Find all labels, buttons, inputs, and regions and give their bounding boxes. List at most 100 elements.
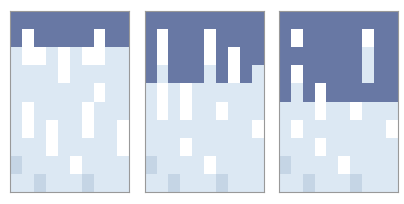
- Bar: [291, 120, 303, 138]
- Bar: [350, 66, 362, 84]
- Bar: [252, 120, 264, 138]
- Bar: [157, 84, 168, 102]
- Bar: [374, 48, 386, 66]
- Bar: [168, 30, 181, 48]
- Bar: [386, 12, 398, 30]
- Bar: [46, 12, 58, 30]
- Bar: [10, 30, 22, 48]
- Bar: [58, 48, 69, 66]
- Bar: [157, 48, 168, 66]
- Bar: [252, 48, 264, 66]
- Bar: [22, 48, 34, 66]
- Bar: [228, 66, 240, 84]
- Bar: [34, 48, 46, 66]
- Bar: [228, 12, 240, 30]
- Bar: [192, 30, 204, 48]
- Bar: [22, 30, 34, 48]
- Bar: [279, 30, 291, 48]
- Bar: [118, 12, 129, 30]
- Bar: [94, 84, 105, 102]
- Bar: [303, 84, 315, 102]
- Bar: [34, 174, 46, 192]
- Bar: [326, 12, 338, 30]
- Bar: [46, 138, 58, 156]
- Bar: [118, 30, 129, 48]
- Bar: [279, 48, 291, 66]
- Bar: [34, 12, 46, 30]
- Bar: [315, 138, 326, 156]
- Bar: [204, 48, 216, 66]
- Bar: [82, 174, 93, 192]
- Bar: [240, 30, 252, 48]
- Bar: [228, 30, 240, 48]
- Bar: [216, 12, 228, 30]
- Bar: [350, 174, 362, 192]
- Bar: [22, 120, 34, 138]
- Bar: [105, 12, 118, 30]
- Bar: [118, 138, 129, 156]
- Bar: [216, 30, 228, 48]
- Bar: [82, 120, 93, 138]
- Bar: [34, 30, 46, 48]
- Bar: [326, 66, 338, 84]
- Bar: [291, 12, 303, 30]
- Bar: [168, 48, 181, 66]
- Bar: [168, 66, 181, 84]
- Bar: [315, 12, 326, 30]
- Bar: [157, 12, 168, 30]
- Bar: [386, 48, 398, 66]
- Bar: [105, 30, 118, 48]
- Bar: [82, 12, 93, 30]
- Bar: [168, 12, 181, 30]
- Bar: [386, 120, 398, 138]
- Bar: [240, 66, 252, 84]
- Bar: [338, 66, 350, 84]
- Bar: [240, 48, 252, 66]
- Bar: [350, 48, 362, 66]
- Bar: [69, 12, 82, 30]
- Bar: [291, 66, 303, 84]
- Bar: [279, 156, 291, 174]
- Bar: [145, 66, 157, 84]
- Bar: [192, 48, 204, 66]
- Bar: [10, 12, 22, 30]
- Bar: [181, 138, 192, 156]
- Bar: [338, 30, 350, 48]
- Bar: [326, 30, 338, 48]
- Bar: [374, 12, 386, 30]
- Bar: [82, 48, 93, 66]
- Bar: [192, 66, 204, 84]
- Bar: [350, 84, 362, 102]
- Bar: [216, 174, 228, 192]
- Bar: [315, 102, 326, 120]
- Bar: [216, 48, 228, 66]
- Bar: [362, 84, 374, 102]
- Bar: [303, 30, 315, 48]
- Bar: [204, 156, 216, 174]
- Bar: [181, 102, 192, 120]
- Bar: [252, 30, 264, 48]
- Bar: [118, 120, 129, 138]
- Bar: [338, 84, 350, 102]
- Bar: [303, 66, 315, 84]
- Bar: [204, 12, 216, 30]
- Bar: [145, 30, 157, 48]
- Bar: [145, 156, 157, 174]
- Bar: [350, 12, 362, 30]
- Bar: [303, 48, 315, 66]
- Bar: [94, 30, 105, 48]
- Bar: [58, 30, 69, 48]
- Bar: [82, 30, 93, 48]
- Bar: [46, 30, 58, 48]
- Bar: [157, 30, 168, 48]
- Bar: [291, 30, 303, 48]
- Bar: [252, 12, 264, 30]
- Bar: [10, 156, 22, 174]
- Bar: [181, 48, 192, 66]
- Bar: [279, 84, 291, 102]
- Bar: [157, 102, 168, 120]
- Bar: [69, 30, 82, 48]
- Bar: [22, 12, 34, 30]
- Bar: [326, 84, 338, 102]
- Bar: [303, 12, 315, 30]
